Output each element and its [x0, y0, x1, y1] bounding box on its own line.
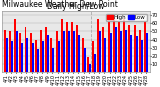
Bar — [97, 19, 99, 72]
Bar — [84, 48, 86, 72]
Bar — [56, 31, 58, 72]
Bar — [68, 31, 70, 72]
Bar — [52, 48, 54, 72]
Bar — [6, 38, 8, 72]
Bar — [130, 35, 132, 72]
Bar — [47, 35, 49, 72]
Bar — [120, 31, 122, 72]
Bar — [51, 38, 52, 72]
Bar — [104, 38, 106, 72]
Bar — [128, 25, 130, 72]
Bar — [16, 31, 18, 72]
Bar — [123, 19, 125, 72]
Bar — [144, 22, 146, 72]
Bar — [35, 40, 37, 72]
Bar — [99, 31, 101, 72]
Bar — [11, 41, 13, 72]
Bar — [92, 41, 94, 72]
Bar — [45, 27, 47, 72]
Bar — [139, 30, 141, 72]
Bar — [110, 33, 112, 72]
Bar — [27, 38, 28, 72]
Bar — [102, 27, 104, 72]
Bar — [9, 31, 11, 72]
Bar — [61, 19, 63, 72]
Text: Milwaukee Weather Dew Point: Milwaukee Weather Dew Point — [2, 0, 117, 9]
Bar — [73, 31, 75, 72]
Bar — [87, 58, 89, 72]
Bar — [136, 36, 138, 72]
Bar — [118, 22, 120, 72]
Title: Daily High/Low: Daily High/Low — [47, 2, 104, 11]
Bar — [32, 43, 34, 72]
Bar — [76, 25, 78, 72]
Bar — [125, 30, 127, 72]
Bar — [78, 35, 80, 72]
Bar — [115, 27, 117, 72]
Legend: High, Low: High, Low — [106, 14, 147, 21]
Bar — [4, 30, 6, 72]
Bar — [40, 30, 42, 72]
Bar — [63, 31, 65, 72]
Bar — [58, 41, 60, 72]
Bar — [21, 43, 23, 72]
Bar — [94, 54, 96, 72]
Bar — [89, 64, 91, 72]
Bar — [113, 17, 115, 72]
Bar — [37, 49, 39, 72]
Bar — [108, 22, 110, 72]
Bar — [14, 19, 16, 72]
Bar — [30, 33, 32, 72]
Bar — [146, 33, 148, 72]
Bar — [71, 22, 73, 72]
Bar — [24, 27, 27, 72]
Bar — [19, 33, 21, 72]
Bar — [134, 25, 136, 72]
Bar — [82, 38, 84, 72]
Bar — [66, 22, 68, 72]
Bar — [42, 41, 44, 72]
Bar — [141, 40, 143, 72]
